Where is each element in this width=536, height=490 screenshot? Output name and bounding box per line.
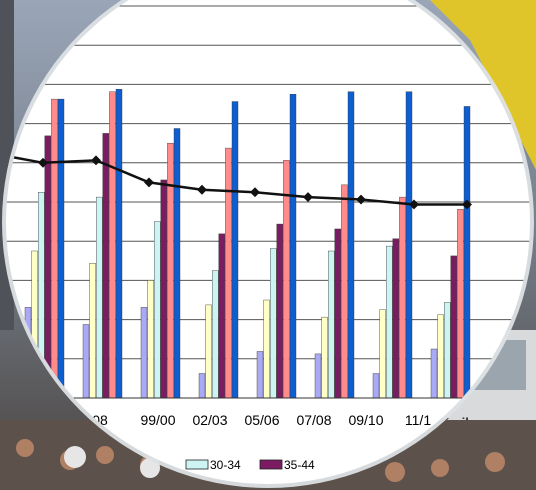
bar	[51, 98, 58, 399]
bar	[160, 179, 168, 399]
bar	[57, 98, 65, 399]
bar	[399, 196, 406, 399]
bar	[225, 147, 232, 399]
bars	[24, 89, 471, 399]
line-point	[91, 155, 101, 166]
bar	[314, 353, 322, 399]
line-point	[356, 194, 366, 205]
bar	[463, 106, 471, 399]
bar	[109, 91, 116, 399]
bar	[89, 263, 96, 399]
bar	[270, 248, 277, 399]
line-point	[144, 177, 154, 188]
x-tick-labels: 08 99/00 02/03 05/06 07/08 09/10 11/1	[92, 412, 431, 428]
bar	[334, 228, 341, 399]
legend-label: 30-34	[210, 458, 241, 472]
line-point	[462, 199, 472, 210]
bar	[205, 304, 212, 399]
bar	[102, 133, 110, 399]
yellow-crane	[430, 0, 536, 170]
bar	[379, 309, 386, 399]
line-point	[197, 184, 207, 195]
bar	[218, 233, 226, 399]
bar	[341, 184, 348, 399]
x-tick-label: 99/00	[140, 412, 175, 428]
bar	[386, 245, 393, 399]
line-point	[38, 157, 48, 168]
trend-line	[6, 151, 472, 210]
bar	[392, 238, 399, 399]
bar	[173, 128, 181, 399]
bar	[289, 93, 297, 399]
bar	[263, 299, 270, 399]
line-point	[409, 199, 419, 210]
line-series	[6, 151, 467, 206]
bar	[405, 91, 413, 399]
bar	[430, 348, 438, 399]
bar	[82, 324, 90, 399]
bar	[211, 270, 219, 399]
x-tick-label: 05/06	[244, 412, 279, 428]
bar	[444, 302, 451, 399]
x-tick-label: 11/1	[405, 412, 431, 428]
bar	[153, 221, 161, 399]
bar	[437, 314, 444, 399]
legend-label: 35-44	[284, 458, 315, 472]
bar	[147, 280, 154, 399]
bar	[198, 373, 206, 399]
bar	[328, 250, 335, 399]
line-point	[303, 192, 313, 203]
bar	[115, 89, 123, 399]
bar	[256, 351, 264, 399]
bar	[167, 142, 174, 399]
x-tick-label: 09/10	[348, 412, 383, 428]
x-tick-label: 02/03	[192, 412, 227, 428]
line-point	[250, 187, 260, 198]
bar	[231, 101, 239, 399]
bar	[372, 373, 380, 399]
bar	[321, 316, 328, 399]
bar	[95, 196, 103, 399]
x-tick-label: 07/08	[296, 412, 331, 428]
bar	[457, 209, 464, 399]
bar	[347, 91, 355, 399]
legend-swatch	[259, 459, 283, 470]
bar	[44, 135, 51, 399]
legend: 30-34 35-44	[185, 458, 315, 472]
bar	[276, 223, 283, 399]
bar	[450, 255, 457, 399]
bar	[140, 307, 148, 399]
legend-swatch	[185, 459, 209, 470]
